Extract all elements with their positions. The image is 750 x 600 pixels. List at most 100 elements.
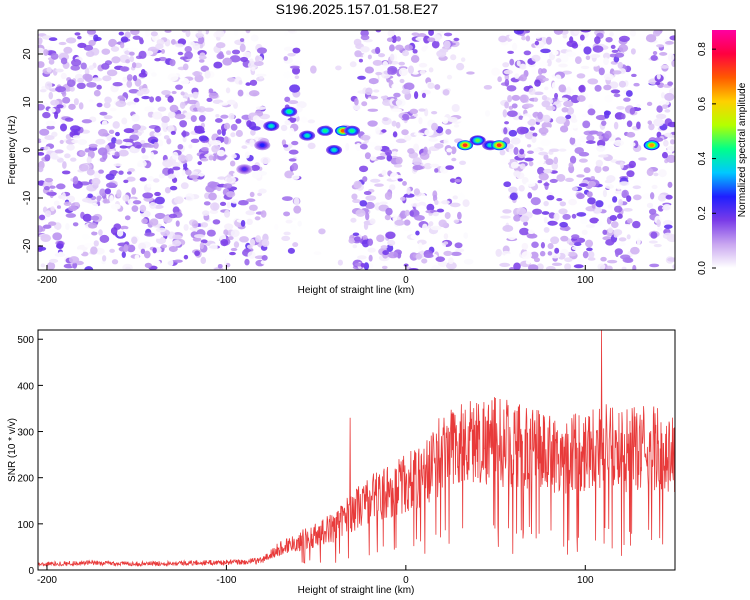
heatmap-cell (413, 132, 425, 136)
heatmap-cell (66, 79, 76, 88)
heatmap-cell (403, 219, 411, 226)
heatmap-cell (166, 138, 172, 145)
heatmap-cell (161, 89, 171, 96)
heatmap-cell (559, 125, 569, 133)
heatmap-cell (498, 35, 508, 43)
heatmap-cell (74, 32, 81, 36)
heatmap-cell (381, 265, 388, 270)
heatmap-cell (434, 168, 439, 173)
heatmap-cell (86, 156, 92, 164)
heatmap-cell (514, 73, 520, 79)
heatmap-cell (193, 234, 205, 239)
heatmap-cell (600, 256, 607, 262)
snr-y-tick-label: 200 (17, 474, 34, 485)
heatmap-cell (434, 199, 439, 205)
heatmap-cell (126, 171, 132, 175)
heatmap-cell (509, 58, 515, 66)
heatmap-cell (666, 144, 675, 153)
heatmap-cell (664, 109, 671, 113)
heatmap-cell (208, 155, 214, 161)
heatmap-cell (235, 129, 243, 137)
heatmap-cell (206, 258, 211, 264)
heatmap-cell (354, 98, 359, 106)
heatmap-cell (200, 222, 209, 228)
heatmap-cell (209, 209, 219, 215)
heatmap-cell (630, 142, 636, 147)
heatmap-cell (588, 130, 599, 135)
heatmap-cell (597, 220, 603, 227)
heatmap-cell (229, 160, 236, 167)
heatmap-cell (576, 174, 585, 178)
heatmap-cell (350, 217, 357, 223)
heatmap-cell (140, 87, 150, 95)
heatmap-cell (497, 76, 502, 83)
heatmap-cell (375, 46, 381, 55)
heatmap-cell (112, 82, 123, 87)
heatmap-cell (130, 146, 136, 152)
heatmap-cell (448, 257, 454, 265)
heatmap-cell (238, 80, 243, 85)
heatmap-cell (296, 101, 307, 109)
heatmap-cell (49, 185, 56, 189)
heatmap-hotspot (462, 143, 468, 147)
heatmap-cell (576, 192, 585, 200)
heatmap-cell (402, 181, 407, 186)
heatmap-cell (119, 66, 130, 72)
heatmap-cell (132, 200, 142, 205)
heatmap-cell (122, 263, 133, 270)
heatmap-cell (621, 113, 626, 120)
heatmap-cell (657, 205, 664, 212)
heatmap-cell (192, 237, 202, 242)
heatmap-cell (122, 138, 134, 143)
heatmap-cell (366, 97, 373, 106)
heatmap-cell (528, 161, 534, 167)
snr-frame (37, 329, 676, 571)
heatmap-cell (65, 37, 77, 44)
heatmap-cell (603, 84, 612, 91)
heatmap-cell (105, 173, 115, 181)
snr-x-tick-label: 0 (403, 575, 409, 586)
heatmap-cell (442, 116, 449, 124)
heatmap-cell (511, 94, 521, 101)
heatmap-cell (423, 253, 434, 258)
heatmap-cell (167, 73, 179, 82)
heatmap-cell (594, 165, 602, 174)
heatmap-cell (667, 121, 675, 128)
heatmap-cell (68, 103, 76, 110)
heatmap-cell (545, 105, 556, 111)
heatmap-cell (384, 214, 391, 221)
heatmap-cell (310, 65, 317, 74)
heatmap-cell (48, 59, 55, 65)
heatmap-cell (562, 213, 571, 220)
heatmap-cell (200, 111, 207, 117)
heatmap-cell (553, 30, 564, 35)
heatmap-cell (623, 208, 633, 212)
heatmap-cell (177, 98, 188, 102)
heatmap-cell (626, 120, 633, 128)
heatmap-cell (88, 65, 95, 71)
heatmap-cell (188, 144, 193, 149)
heatmap-cell (109, 195, 114, 203)
heatmap-cell (90, 215, 100, 221)
heatmap-cell (610, 44, 616, 50)
heatmap-cell (432, 61, 441, 67)
heatmap-cell (154, 196, 165, 205)
heatmap-cell (39, 89, 47, 93)
heatmap-cell (187, 99, 199, 105)
heatmap-cell (511, 42, 518, 51)
heatmap-cell (653, 118, 664, 127)
heatmap-cell (72, 135, 81, 139)
heatmap-cell (587, 108, 596, 116)
heatmap-cell (223, 183, 233, 189)
heatmap-cell (419, 152, 430, 160)
heatmap-cell (362, 235, 368, 241)
heatmap-cell (96, 84, 102, 90)
snr-x-tick-label: 100 (577, 575, 594, 586)
heatmap-cell (185, 193, 195, 202)
snr-y-tick-label: 500 (17, 335, 34, 346)
heatmap-cell (559, 221, 568, 228)
heatmap-cell (177, 154, 186, 162)
snr-y-tick-label: 0 (28, 566, 34, 577)
heatmap-cell (363, 191, 372, 196)
heatmap-cell (595, 114, 607, 121)
